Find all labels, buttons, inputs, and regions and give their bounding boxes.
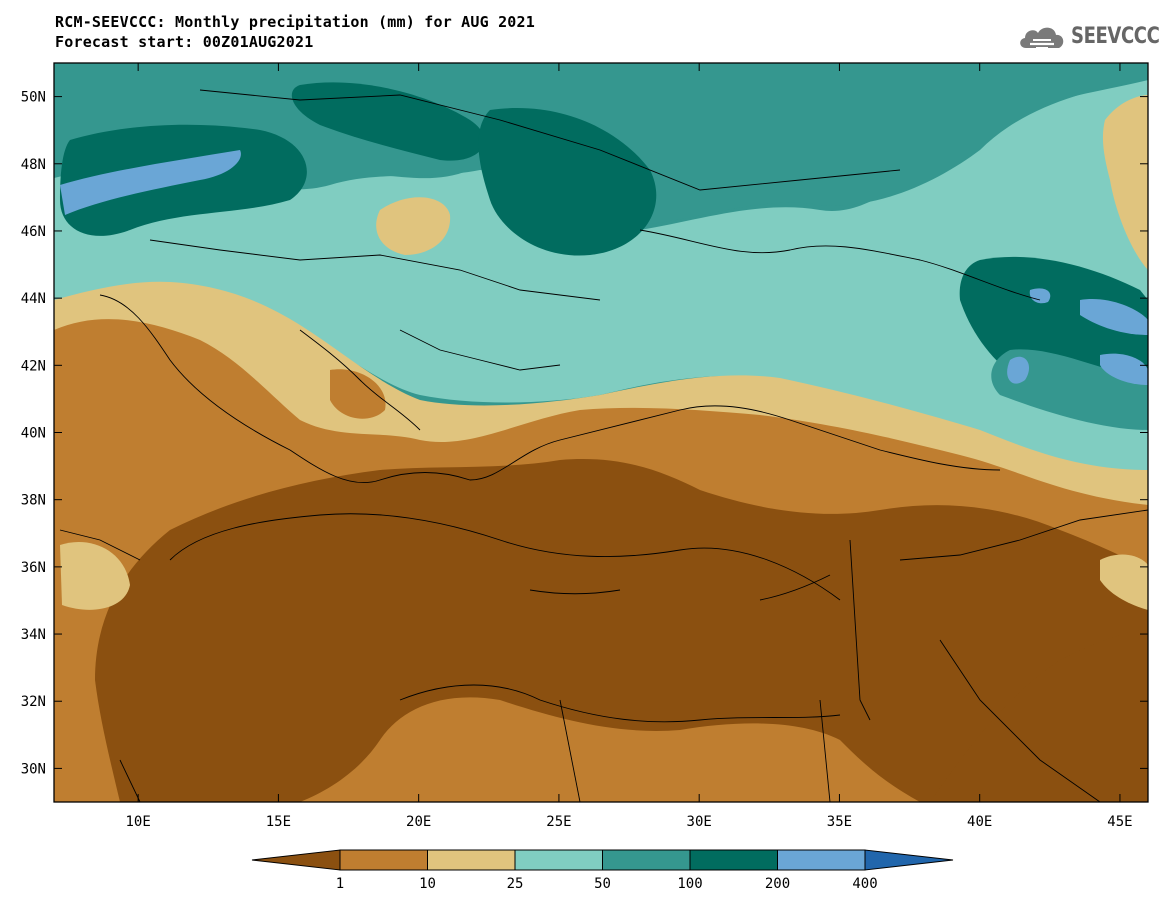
colorbar-max-arrow — [864, 849, 954, 871]
seevccc-logo: SEEVCCC — [1016, 20, 1160, 60]
lon-tick-label: 35E — [827, 814, 852, 830]
colorbar-label: 25 — [507, 876, 524, 892]
lon-tick-label: 15E — [266, 814, 291, 830]
colorbar-label: 50 — [594, 876, 611, 892]
lat-tick-label: 32N — [21, 694, 46, 710]
lat-tick-label: 50N — [21, 90, 46, 106]
colorbar-swatch — [777, 849, 866, 871]
lon-tick-label: 25E — [546, 814, 571, 830]
longitude-axis: 10E 15E 20E 25E 30E 35E 40E 45E — [126, 63, 1133, 830]
lat-tick-label: 40N — [21, 426, 46, 442]
lat-tick-label: 38N — [21, 493, 46, 509]
latitude-axis: 50N 48N 46N 44N 42N 40N 38N 36N 34N 32N 30N — [21, 90, 1148, 777]
colorbar-swatch — [689, 849, 778, 871]
colorbar-swatch — [602, 849, 691, 871]
logo-text: SEEVCCC — [1071, 24, 1160, 49]
lat-tick-label: 42N — [21, 358, 46, 374]
colorbar-label: 200 — [765, 876, 790, 892]
colorbar-label: 100 — [677, 876, 702, 892]
colorbar-label: 1 — [336, 876, 344, 892]
colorbar-swatch — [339, 849, 428, 871]
colorbar-min-arrow — [251, 849, 341, 871]
colorbar-swatch — [427, 849, 516, 871]
colorbar-label: 400 — [852, 876, 877, 892]
colorbar-swatch — [514, 849, 603, 871]
colorbar: 1 10 25 50 100 200 400 — [251, 849, 954, 892]
lon-tick-label: 45E — [1107, 814, 1132, 830]
cloud-icon — [1020, 27, 1064, 49]
lon-tick-label: 30E — [687, 814, 712, 830]
map-title: RCM-SEEVCCC: Monthly precipitation (mm) … — [55, 13, 535, 31]
lon-tick-label: 20E — [406, 814, 431, 830]
lon-tick-label: 10E — [126, 814, 151, 830]
colorbar-label: 10 — [419, 876, 436, 892]
lat-tick-label: 36N — [21, 560, 46, 576]
forecast-start-label: Forecast start: 00Z01AUG2021 — [55, 33, 314, 51]
lon-tick-label: 40E — [967, 814, 992, 830]
lat-tick-label: 46N — [21, 224, 46, 240]
coastlines-borders — [59, 89, 1148, 802]
lat-tick-label: 34N — [21, 627, 46, 643]
lat-tick-label: 44N — [21, 291, 46, 307]
lat-tick-label: 30N — [21, 761, 46, 777]
precipitation-field — [54, 63, 1148, 802]
lat-tick-label: 48N — [21, 157, 46, 173]
